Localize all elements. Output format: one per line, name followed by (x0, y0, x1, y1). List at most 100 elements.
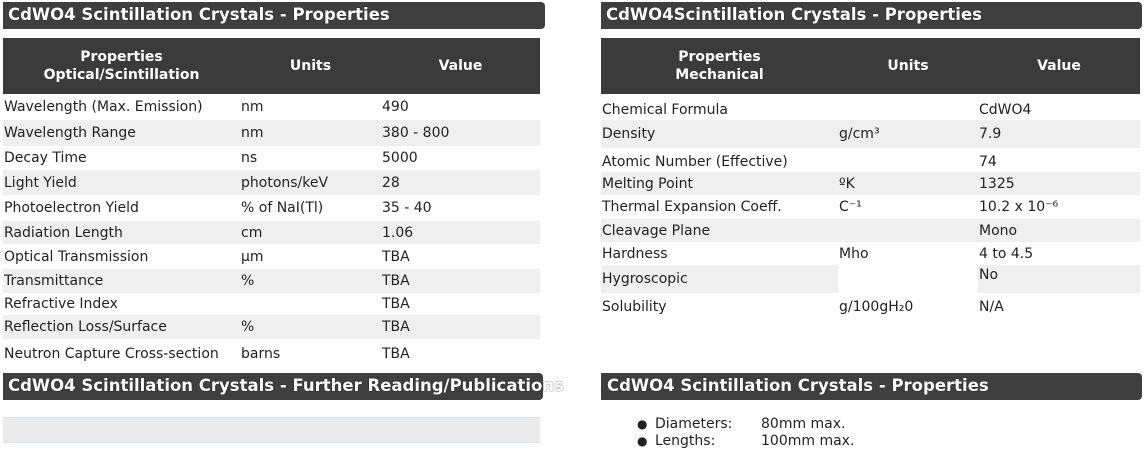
value-cell: 1.06 (381, 221, 540, 244)
value-cell: TBA (381, 269, 540, 293)
property-cell: Transmittance (3, 269, 240, 293)
property-cell: Wavelength (Max. Emission) (4, 99, 203, 115)
bullet-icon: ● (637, 417, 648, 431)
value-cell: 4 to 4.5 (979, 245, 1034, 262)
table-row: Melting Point ºK 1325 (601, 172, 1140, 195)
properties-column-header: Properties Optical/Scintillation (3, 38, 240, 94)
units-cell: barns (241, 346, 281, 362)
table-row: Chemical Formula CdWO4 (601, 94, 1140, 120)
units-cell: µm (241, 248, 264, 265)
property-cell: Radiation Length (3, 221, 240, 244)
property-cell: Neutron Capture Cross-section (4, 346, 219, 362)
value-cell: TBA (382, 346, 410, 362)
table-row: Optical Transmission µm TBA (3, 244, 540, 269)
table-row: Neutron Capture Cross-section barns TBA (3, 339, 540, 369)
property-cell: Thermal Expansion Coeff. (602, 199, 782, 215)
value-cell: TBA (382, 296, 410, 312)
property-cell: Hardness (602, 245, 668, 262)
table-row: Light Yield photons/keV 28 (3, 170, 540, 195)
table-row: Transmittance % TBA (3, 269, 540, 293)
property-cell: Photoelectron Yield (4, 200, 139, 216)
value-cell: 5000 (382, 150, 418, 166)
value-cell: CdWO4 (979, 102, 1032, 118)
units-cell: g/100gH₂0 (839, 299, 914, 315)
table-header-row: Properties Mechanical Units Value (601, 38, 1140, 94)
units-cell (240, 293, 381, 315)
units-cell: Mho (839, 245, 869, 262)
list-item: ● Diameters: 80mm max. (637, 416, 854, 433)
property-cell: Hygroscopic (601, 265, 838, 293)
value-column-header: Value (381, 38, 540, 94)
units-column-header: Units (838, 38, 978, 94)
properties-column-header: Properties Mechanical (601, 38, 838, 94)
value-cell: Mono (978, 219, 1140, 242)
table-row: Thermal Expansion Coeff. C⁻¹ 10.2 x 10⁻⁶ (601, 195, 1140, 219)
table-row: Hygroscopic No (601, 265, 1140, 293)
table-row: Density g/cm³ 7.9 (601, 120, 1140, 148)
property-cell: Cleavage Plane (601, 219, 838, 242)
dimension-label: Diameters: (655, 416, 733, 432)
table-row: Reflection Loss/Surface % TBA (3, 315, 540, 339)
bullet-icon: ● (637, 433, 648, 448)
property-cell: Reflection Loss/Surface (3, 315, 240, 339)
property-cell: Wavelength Range (3, 120, 240, 146)
value-cell: 28 (381, 170, 540, 195)
dimensions-list: ● Diameters: 80mm max. ● Lengths: 100mm max. (637, 416, 854, 449)
table-row: Cleavage Plane Mono (601, 219, 1140, 242)
table-row: Solubility g/100gH₂0 N/A (601, 293, 1140, 321)
value-column-header: Value (978, 38, 1140, 94)
units-cell: % of NaI(Tl) (241, 200, 324, 216)
dimension-value: 80mm max. (761, 416, 846, 432)
table-row: Wavelength (Max. Emission) nm 490 (3, 94, 540, 120)
value-cell: 10.2 x 10⁻⁶ (979, 199, 1059, 215)
table-row: Hardness Mho 4 to 4.5 (601, 242, 1140, 265)
value-cell: 74 (979, 154, 997, 170)
units-cell: g/cm³ (838, 120, 978, 148)
publications-list (3, 417, 540, 443)
property-cell: Density (601, 120, 838, 148)
property-cell: Decay Time (4, 150, 87, 166)
units-cell: nm (240, 120, 381, 146)
mechanical-section-title: CdWO4Scintillation Crystals - Properties (601, 2, 1142, 29)
units-cell (838, 219, 978, 242)
units-column-header: Units (240, 38, 381, 94)
value-cell: TBA (382, 248, 410, 265)
units-cell: photons/keV (240, 170, 381, 195)
units-cell (838, 148, 978, 172)
table-row: Atomic Number (Effective) 74 (601, 148, 1140, 172)
table-row: Wavelength Range nm 380 - 800 (3, 120, 540, 146)
table-row: Decay Time ns 5000 (3, 146, 540, 170)
value-cell: 490 (382, 99, 409, 115)
property-cell: Refractive Index (4, 296, 118, 312)
table-header-row: Properties Optical/Scintillation Units V… (3, 38, 540, 94)
units-cell (838, 265, 978, 293)
table-row: Photoelectron Yield % of NaI(Tl) 35 - 40 (3, 195, 540, 221)
value-cell: 7.9 (978, 120, 1140, 148)
optical-properties-table: Properties Optical/Scintillation Units V… (3, 38, 540, 369)
units-cell: % (240, 269, 381, 293)
units-cell (838, 94, 978, 120)
reading-section-title: CdWO4 Scintillation Crystals - Further R… (3, 373, 564, 400)
property-cell: Optical Transmission (4, 248, 149, 265)
units-cell: ns (241, 150, 258, 166)
table-row: Radiation Length cm 1.06 (3, 221, 540, 244)
value-cell: No (978, 265, 1140, 293)
value-cell: 35 - 40 (382, 200, 432, 216)
units-cell: ºK (838, 172, 978, 195)
units-cell: nm (241, 99, 264, 115)
units-cell: % (240, 315, 381, 339)
dimensions-section-title: CdWO4 Scintillation Crystals - Propertie… (601, 373, 1142, 400)
value-cell: TBA (381, 315, 540, 339)
units-cell: C⁻¹ (839, 199, 862, 215)
optical-section-title: CdWO4 Scintillation Crystals - Propertie… (3, 2, 545, 29)
property-cell: Light Yield (3, 170, 240, 195)
list-item: ● Lengths: 100mm max. (637, 433, 854, 450)
dimension-label: Lengths: (655, 432, 716, 449)
mechanical-properties-table: Properties Mechanical Units Value Chemic… (601, 38, 1140, 321)
units-cell: cm (240, 221, 381, 244)
property-cell: Melting Point (601, 172, 838, 195)
table-row: Refractive Index TBA (3, 293, 540, 315)
property-cell: Solubility (602, 299, 667, 315)
value-cell: 380 - 800 (381, 120, 540, 146)
property-cell: Atomic Number (Effective) (602, 154, 788, 170)
